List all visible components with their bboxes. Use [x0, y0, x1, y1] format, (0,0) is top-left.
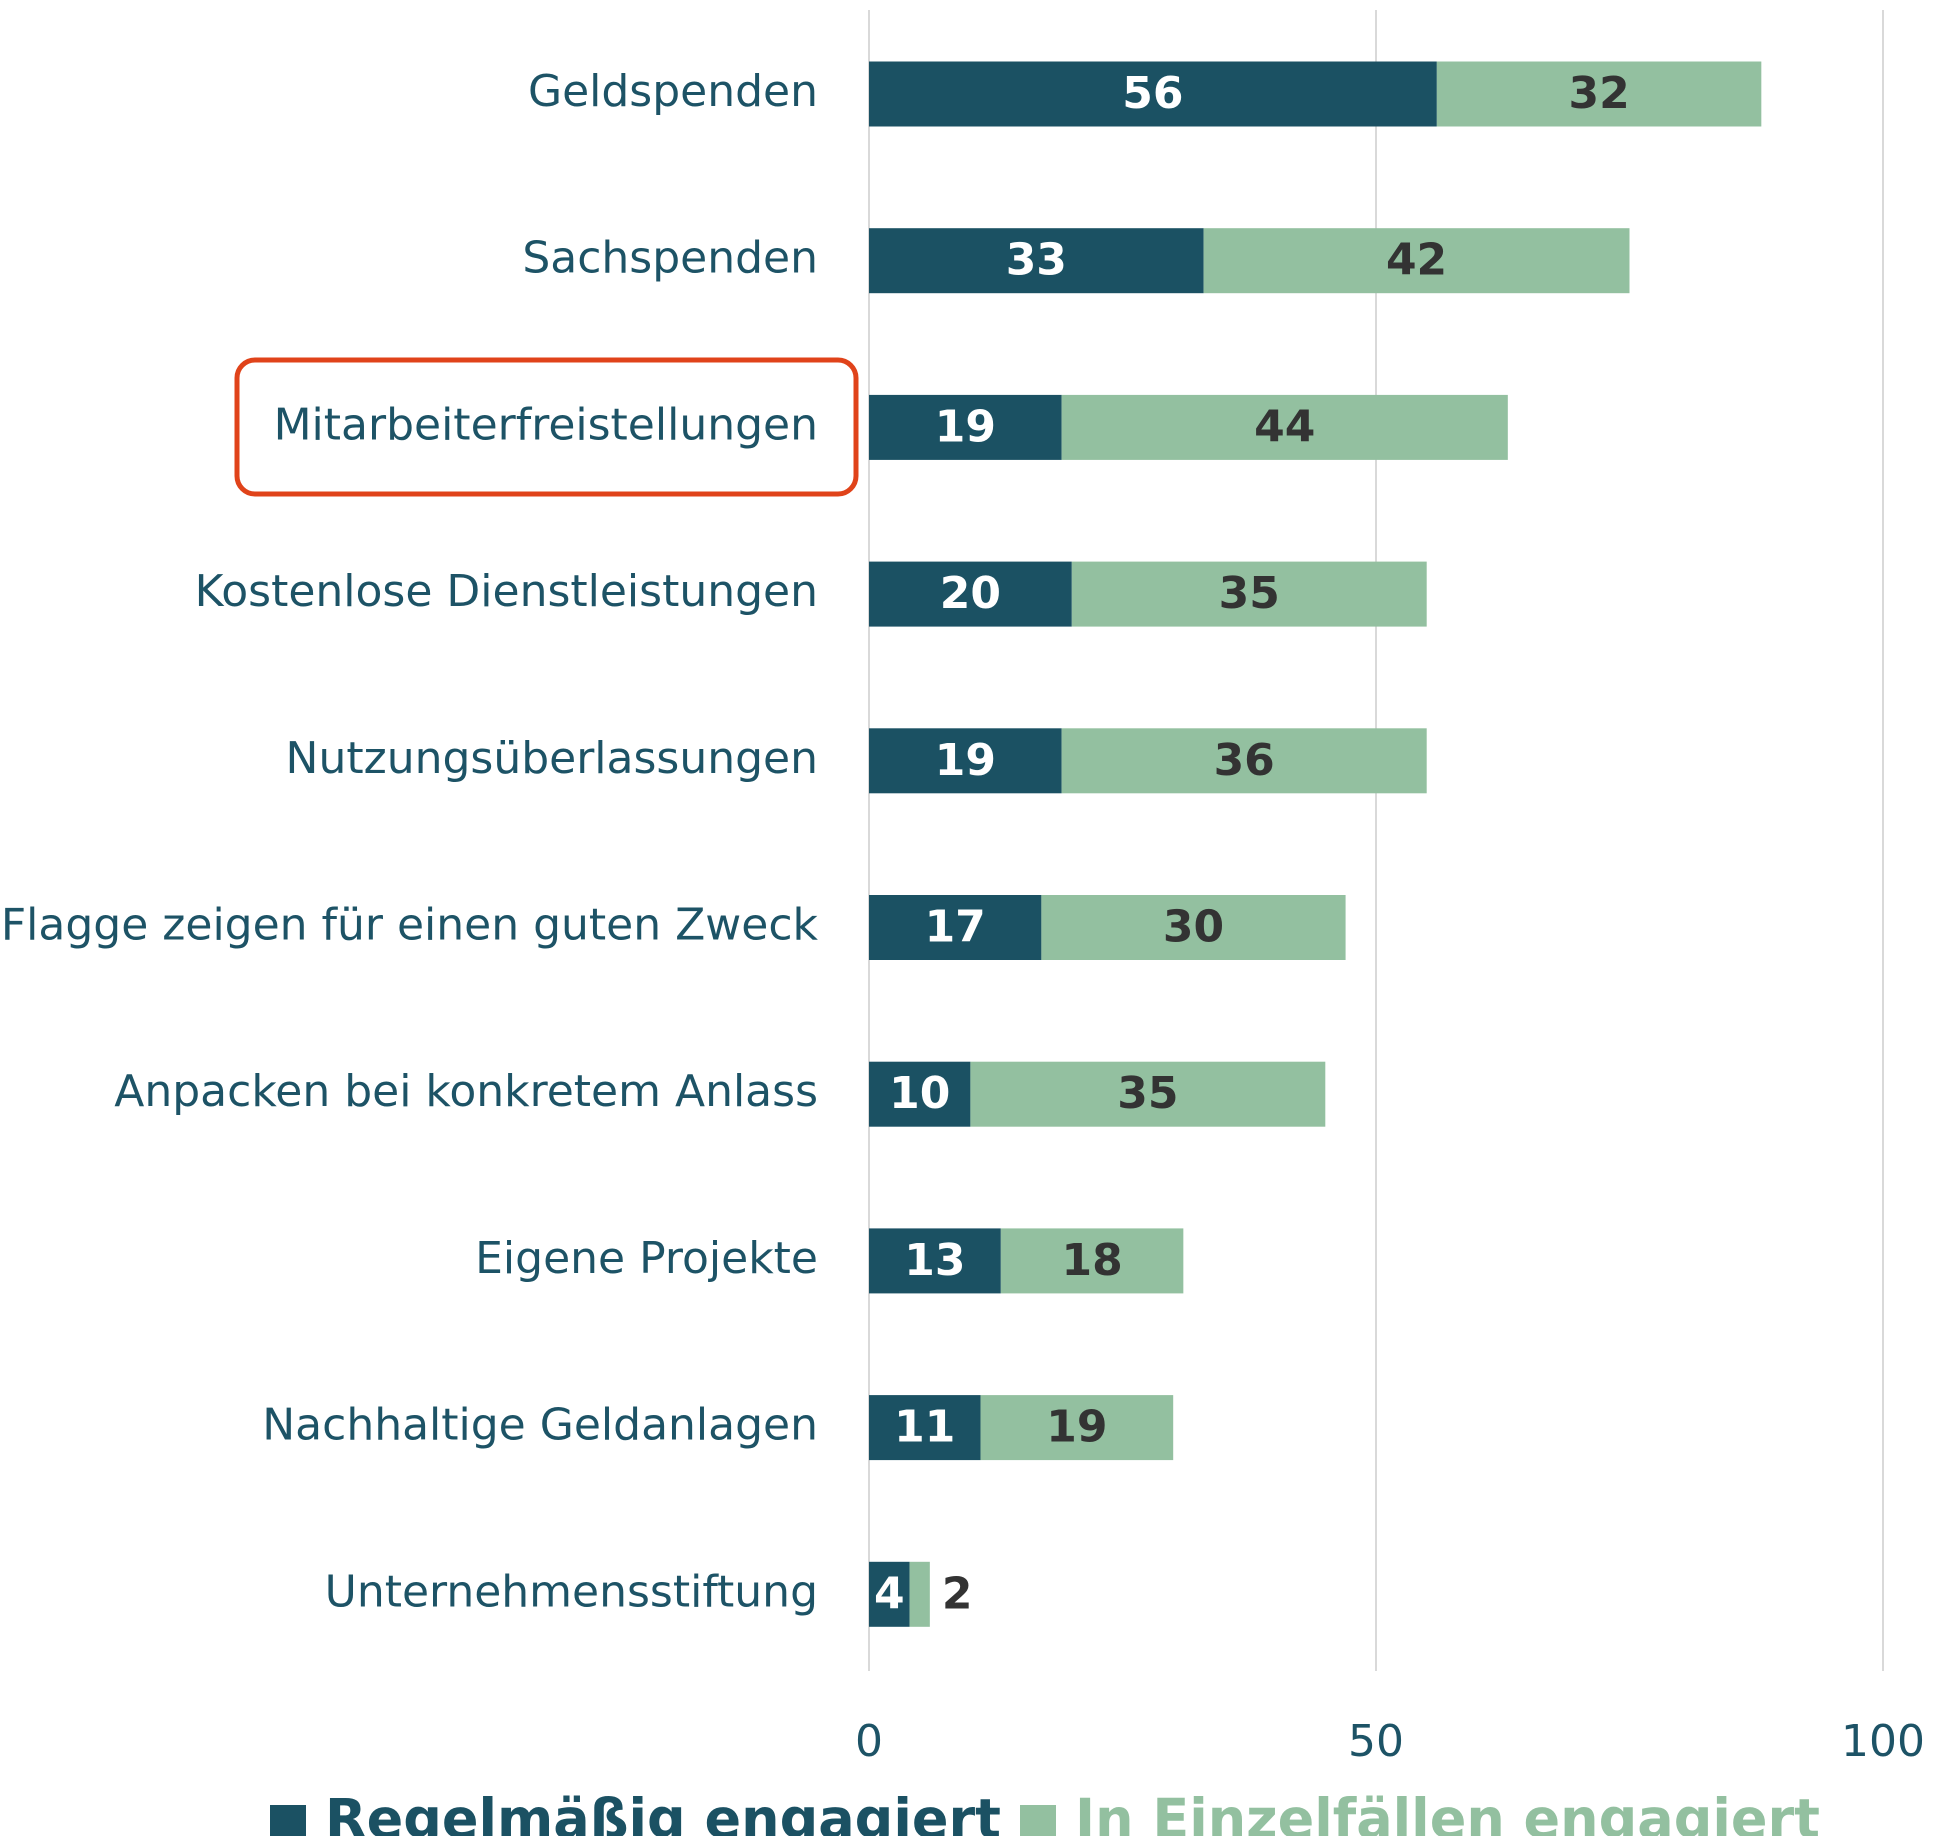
- bar-segment: [869, 728, 1062, 794]
- bar-segment: [869, 895, 1042, 960]
- bar-segment: [1061, 728, 1427, 794]
- bar-segment: [970, 1061, 1326, 1127]
- legend-swatch: [1020, 1805, 1056, 1840]
- category-label: Anpacken bei konkretem Anlass: [114, 1066, 818, 1117]
- data-label: 19: [935, 401, 996, 452]
- category-label: Geldspenden: [528, 66, 818, 117]
- bar-segment: [1436, 61, 1762, 127]
- data-label: 44: [1254, 401, 1315, 452]
- bar-segment: [1071, 561, 1427, 627]
- bar-segment: [1041, 895, 1346, 960]
- data-label: 35: [1117, 1068, 1178, 1119]
- data-label: 18: [1061, 1235, 1122, 1286]
- x-tick-label: 100: [1841, 1716, 1925, 1767]
- data-label: 13: [904, 1235, 965, 1286]
- data-label: 20: [940, 568, 1001, 619]
- data-label: 11: [894, 1402, 955, 1453]
- bar-segment: [1000, 1228, 1184, 1294]
- data-label: 42: [1386, 235, 1447, 286]
- bar-segment: [869, 1228, 1001, 1294]
- bar-segment: [869, 1395, 981, 1461]
- bar-segment: [869, 1061, 971, 1127]
- category-label: Eigene Projekte: [475, 1233, 818, 1284]
- bar-segment: [869, 394, 1062, 460]
- legend-swatch: [270, 1805, 306, 1840]
- highlight-box: [234, 357, 859, 497]
- data-label: 4: [874, 1568, 905, 1619]
- data-label: 56: [1122, 68, 1183, 119]
- data-label: 2: [942, 1568, 973, 1619]
- category-label: Nachhaltige Geldanlagen: [262, 1400, 818, 1451]
- bar-segment: [1203, 228, 1630, 294]
- legend-label: Regelmäßig engagiert: [325, 1788, 1001, 1836]
- bar-segment: [909, 1561, 930, 1627]
- data-label: 19: [1046, 1402, 1107, 1453]
- data-label: 19: [935, 735, 996, 786]
- data-label: 30: [1163, 902, 1224, 953]
- category-label: Sachspenden: [522, 233, 818, 284]
- data-label: 33: [1006, 235, 1067, 286]
- data-label: 32: [1568, 68, 1629, 119]
- category-label: Flagge zeigen für einen guten Zweck: [1, 900, 819, 951]
- bar-segment: [869, 61, 1437, 127]
- bar-segment: [869, 561, 1072, 627]
- bar-segment: [869, 228, 1204, 294]
- bar-segment: [869, 1561, 910, 1627]
- bar-segment: [980, 1395, 1174, 1461]
- category-label: Unternehmensstiftung: [325, 1566, 818, 1617]
- bar-segment: [1061, 394, 1508, 460]
- data-label: 17: [925, 902, 986, 953]
- data-label: 10: [889, 1068, 950, 1119]
- x-tick-label: 0: [855, 1716, 883, 1767]
- data-label: 35: [1219, 568, 1280, 619]
- category-label: Mitarbeiterfreistellungen: [274, 399, 818, 450]
- data-label: 36: [1214, 735, 1275, 786]
- legend-label: In Einzelfällen engagiert: [1075, 1788, 1820, 1836]
- category-label: Nutzungsüberlassungen: [286, 733, 818, 784]
- category-label: Kostenlose Dienstleistungen: [195, 566, 818, 617]
- x-tick-label: 50: [1348, 1716, 1404, 1767]
